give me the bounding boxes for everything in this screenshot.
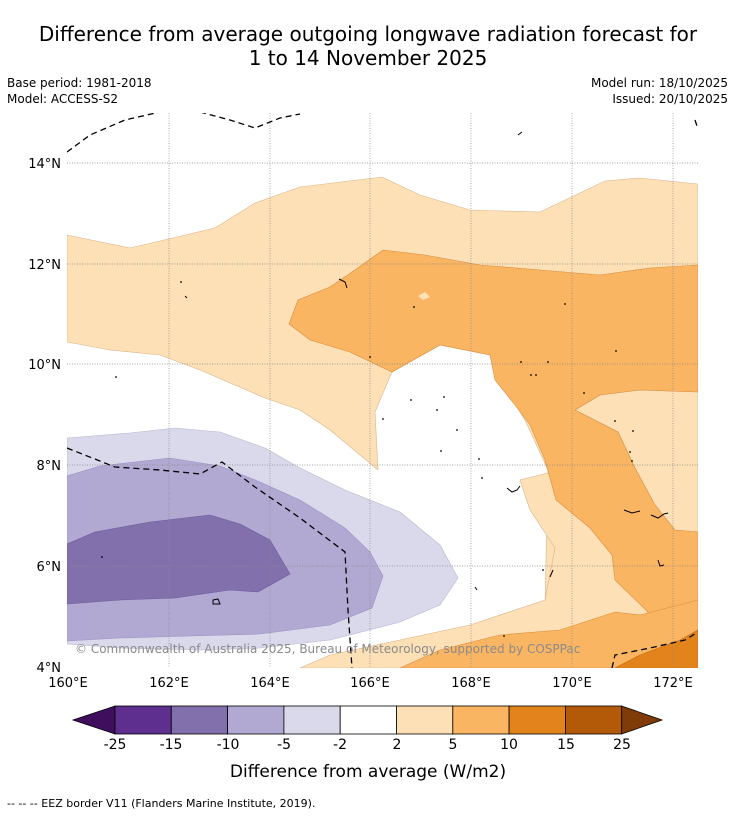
colorbar-segment xyxy=(508,705,566,735)
meta-right: Model run: 18/10/2025 Issued: 20/10/2025 xyxy=(591,75,728,107)
atoll-dots xyxy=(101,281,634,637)
model-run: Model run: 18/10/2025 xyxy=(590,76,728,90)
eez-borders xyxy=(67,113,698,668)
colorbar-tick: -15 xyxy=(159,737,183,753)
colorbar-segment xyxy=(452,705,510,735)
contour-medium-purple xyxy=(67,514,291,605)
title-line-1: Difference from average outgoing longwav… xyxy=(38,22,698,46)
contour-dark-orange xyxy=(614,629,698,668)
colorbar-tick: 15 xyxy=(557,737,575,753)
colorbar xyxy=(71,705,664,735)
title-line-2: 1 to 14 November 2025 xyxy=(248,46,488,70)
colorbar-segment xyxy=(114,705,172,735)
lat-label: 6°N xyxy=(37,560,62,575)
contour-light-orange-blob xyxy=(418,292,430,300)
eez-footnote: -- -- -- EEZ border V11 (Flanders Marine… xyxy=(7,797,316,810)
lon-label: 170°E xyxy=(552,676,592,691)
colorbar-extend-high xyxy=(621,705,664,735)
colorbar-tick: 2 xyxy=(392,737,402,753)
colorbar-tick: 5 xyxy=(448,737,458,753)
lat-label: 10°N xyxy=(28,358,61,373)
lon-label: 164°E xyxy=(250,676,290,691)
lon-label: 162°E xyxy=(149,676,189,691)
issued-date: Issued: 20/10/2025 xyxy=(612,92,728,106)
copyright-notice: © Commonwealth of Australia 2025, Bureau… xyxy=(75,642,580,656)
chart-title: Difference from average outgoing longwav… xyxy=(0,22,736,70)
base-period: Base period: 1981-2018 xyxy=(7,76,152,90)
colorbar-tick: -2 xyxy=(333,737,347,753)
meta-left: Base period: 1981-2018 Model: ACCESS-S2 xyxy=(7,75,152,107)
colorbar-segment xyxy=(283,705,341,735)
colorbar-tick: -25 xyxy=(103,737,127,753)
lon-label: 172°E xyxy=(653,676,693,691)
lon-labels: 160°E 162°E 164°E 166°E 168°E 170°E 172°… xyxy=(48,676,693,691)
colorbar-segment xyxy=(396,705,454,735)
colorbar-label: Difference from average (W/m2) xyxy=(229,762,507,782)
island-outlines xyxy=(184,131,669,605)
lat-label: 4°N xyxy=(37,661,62,676)
colorbar-tick: -5 xyxy=(277,737,291,753)
colorbar-tick: -10 xyxy=(216,737,240,753)
lon-label: 160°E xyxy=(48,676,88,691)
lat-label: 8°N xyxy=(37,459,62,474)
lat-labels: 14°N 12°N 10°N 8°N 6°N 4°N xyxy=(28,157,61,676)
colorbar-segment xyxy=(339,705,397,735)
colorbar-segment xyxy=(170,705,229,735)
lon-label: 166°E xyxy=(350,676,390,691)
gridlines xyxy=(67,113,698,668)
colorbar-segment xyxy=(227,705,285,735)
map-plot-area: © Commonwealth of Australia 2025, Bureau… xyxy=(67,113,698,668)
lat-label: 12°N xyxy=(28,258,61,273)
colorbar-segment xyxy=(565,705,623,735)
lon-label: 168°E xyxy=(451,676,491,691)
colorbar-tick: 25 xyxy=(613,737,631,753)
colorbar-extend-low xyxy=(71,705,116,735)
model-name: Model: ACCESS-S2 xyxy=(7,92,119,106)
colorbar-tick: 10 xyxy=(500,737,518,753)
contour-medium-orange xyxy=(288,249,698,668)
lat-label: 14°N xyxy=(28,157,61,172)
contour-medium-orange-south xyxy=(399,599,698,668)
